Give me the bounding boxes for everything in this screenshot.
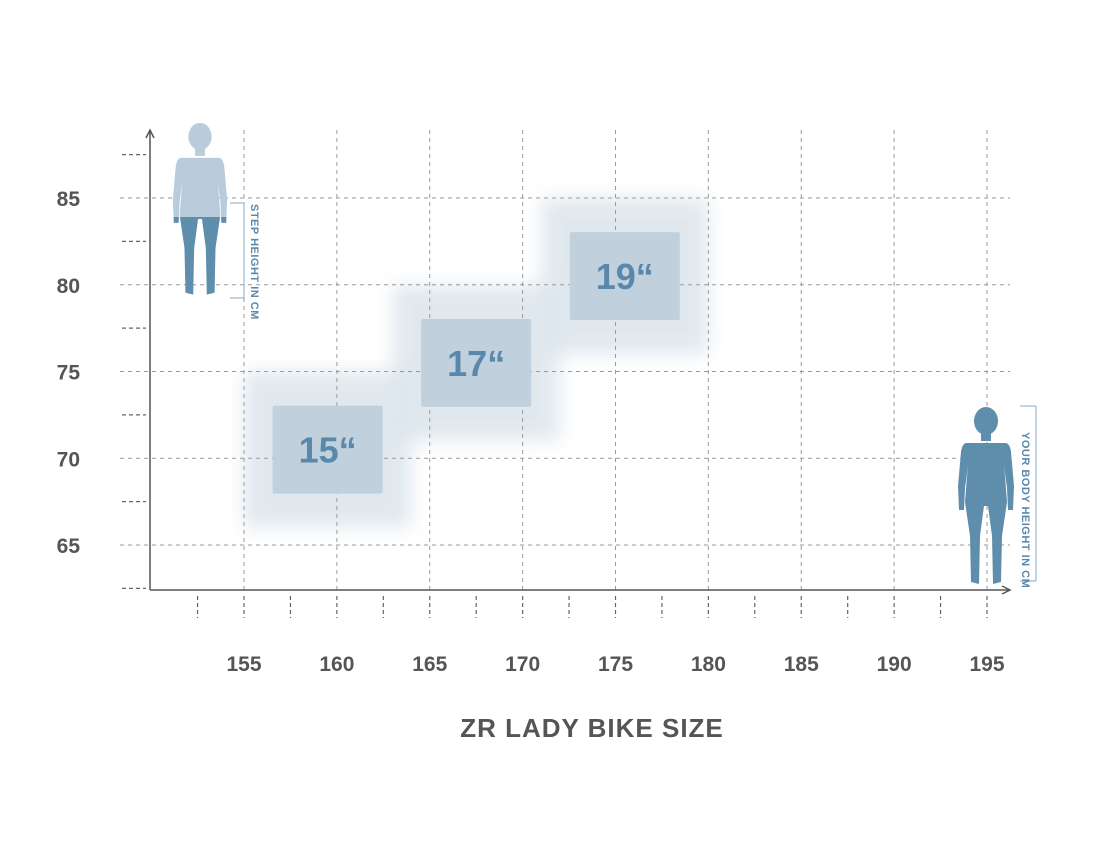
x-tick-label: 190	[877, 653, 912, 676]
x-axis-arrow	[1001, 585, 1012, 595]
step-height-note: STEP HEIGHT IN CM	[248, 204, 260, 320]
size-label-1: 15“	[299, 430, 357, 471]
y-tick-label: 70	[57, 448, 80, 471]
step-height-figure	[172, 122, 228, 295]
woman-silhouette-icon	[958, 407, 1014, 584]
x-tick-label: 175	[598, 653, 633, 676]
x-tick-label: 185	[784, 653, 819, 676]
size-box-3	[569, 232, 680, 321]
grid	[120, 130, 1010, 618]
size-label-2: 17“	[447, 343, 505, 384]
x-tick-label: 180	[691, 653, 726, 676]
body-height-note: YOUR BODY HEIGHT IN CM	[1019, 432, 1031, 588]
body-height-bracket: YOUR BODY HEIGHT IN CM	[1019, 405, 1037, 588]
x-tick-label: 160	[319, 653, 354, 676]
x-tick-label: 195	[969, 653, 1004, 676]
tick-labels: 155 160 165 170 175 180 185 190 195 65 70 75 80 85	[57, 188, 1005, 676]
x-tick-label: 155	[226, 653, 261, 676]
x-tick-label: 165	[412, 653, 447, 676]
step-height-bracket: STEP HEIGHT IN CM	[230, 202, 260, 320]
y-tick-label: 80	[57, 275, 80, 298]
y-tick-label: 85	[57, 188, 81, 211]
size-box-2	[421, 318, 532, 407]
body-height-figure	[958, 407, 1014, 584]
y-tick-label: 75	[57, 362, 81, 385]
size-zones-core: 15“ 17“ 19“	[272, 232, 680, 494]
x-tick-label: 170	[505, 653, 540, 676]
chart-title: ZR LADY BIKE SIZE	[460, 713, 724, 743]
woman-silhouette-icon	[172, 122, 228, 295]
y-axis-arrow	[145, 128, 155, 139]
size-label-3: 19“	[596, 256, 654, 297]
axes	[145, 128, 1012, 595]
size-box-1	[272, 405, 383, 494]
y-tick-label: 65	[57, 535, 81, 558]
